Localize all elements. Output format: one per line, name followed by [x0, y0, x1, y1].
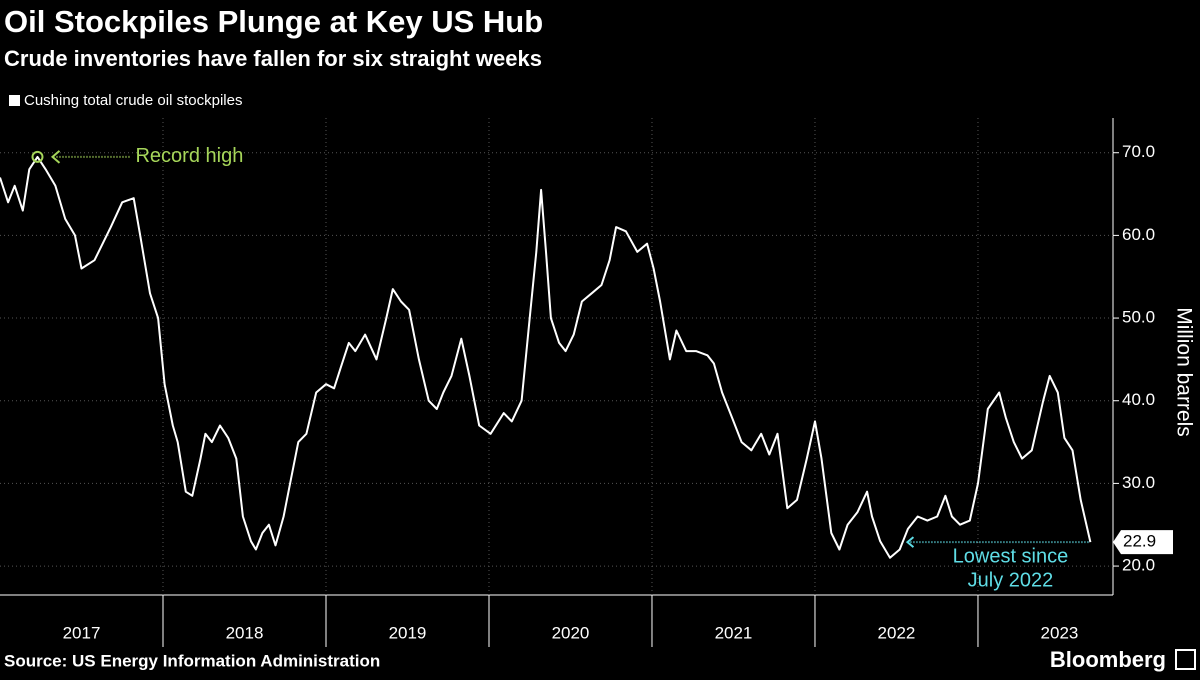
x-tick-label: 2021: [715, 623, 753, 642]
y-tick-label: 50.0: [1122, 308, 1155, 327]
annotation-arrow: [905, 536, 915, 548]
chart-title: Oil Stockpiles Plunge at Key US Hub: [4, 4, 543, 39]
x-tick-label: 2022: [878, 623, 916, 642]
line-series: [0, 155, 1092, 559]
y-tick-label: 60.0: [1122, 225, 1155, 244]
legend-label: Cushing total crude oil stockpiles: [24, 92, 242, 109]
source: Source: US Energy Information Administra…: [4, 651, 380, 670]
annotation-text: Record high: [135, 145, 243, 167]
brand: Bloomberg: [1050, 647, 1166, 672]
brand-icon: [1175, 649, 1196, 670]
y-tick-label: 30.0: [1122, 473, 1155, 492]
last-value-box: [1113, 530, 1173, 555]
chart-subtitle: Crude inventories have fallen for six st…: [4, 46, 542, 71]
x-tick-label: 2020: [552, 623, 590, 642]
legend-swatch: [9, 95, 20, 106]
x-tick-label: 2018: [226, 623, 264, 642]
annotation-arrow: [50, 150, 61, 164]
y-tick-label: 20.0: [1122, 556, 1155, 575]
x-tick-label: 2017: [63, 623, 101, 642]
last-value-label: 22.9: [1123, 532, 1156, 551]
x-tick-label: 2023: [1041, 623, 1079, 642]
x-tick-label: 2019: [389, 623, 427, 642]
annotation-text: July 2022: [968, 569, 1054, 591]
annotation-marker: [31, 150, 44, 163]
annotation-text: Lowest since: [953, 545, 1069, 567]
y-tick-label: 70.0: [1122, 142, 1155, 161]
y-tick-label: 40.0: [1122, 390, 1155, 409]
y-axis-label: Million barrels: [1172, 307, 1195, 437]
